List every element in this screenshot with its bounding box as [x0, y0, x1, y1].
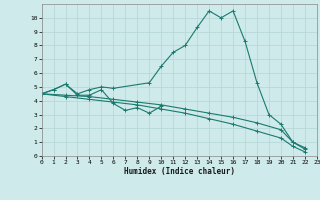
X-axis label: Humidex (Indice chaleur): Humidex (Indice chaleur)	[124, 167, 235, 176]
